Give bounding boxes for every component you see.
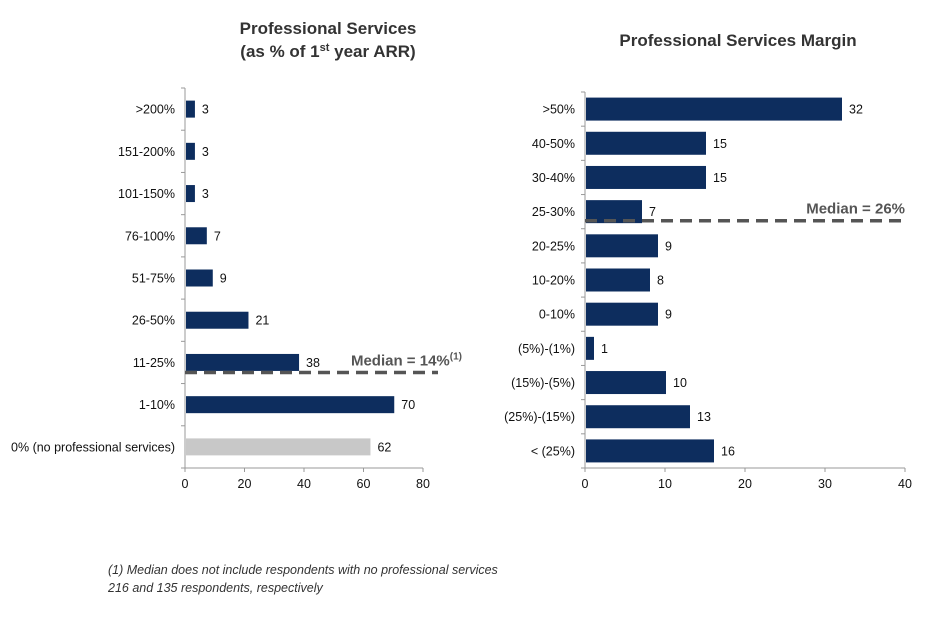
left-category-label: 26-50% [132,314,175,328]
right-bar [586,234,658,258]
left-value-label: 38 [306,356,320,370]
right-category-label: 40-50% [532,137,575,151]
left-bar [186,227,207,245]
right-chart-title: Professional Services Margin [619,31,856,50]
right-value-label: 16 [721,444,735,458]
right-bar [586,97,842,121]
right-bar [586,131,706,155]
left-median-label-text: Median = 14% [351,353,450,370]
right-category-label: 0-10% [539,308,575,322]
left-value-label: 21 [255,314,269,328]
left-value-label: 7 [214,229,221,243]
left-bar [186,311,249,329]
right-bar [586,405,690,429]
left-bar [186,438,371,456]
left-value-label: 70 [401,398,415,412]
left-category-label: 151-200% [118,145,175,159]
left-x-tick-label: 60 [357,477,371,491]
right-value-label: 15 [713,171,727,185]
right-category-label: (15%)-(5%) [511,376,575,390]
right-value-label: 9 [665,308,672,322]
left-x-tick-label: 0 [182,477,189,491]
right-x-tick-label: 10 [658,477,672,491]
left-category-label: 101-150% [118,187,175,201]
right-median-label-text: Median = 26% [806,201,905,218]
right-x-tick-label: 0 [582,477,589,491]
left-bar [186,353,300,371]
left-category-label: 0% (no professional services) [11,440,175,454]
right-value-label: 9 [665,239,672,253]
right-median-label: Median = 26% [806,201,905,218]
right-bar [586,268,650,292]
left-value-label: 3 [202,103,209,117]
right-category-label: 30-40% [532,171,575,185]
footnote-2: 216 and 135 respondents, respectively [108,581,323,595]
footnote-1: (1) Median does not include respondents … [108,563,498,577]
right-value-label: 13 [697,410,711,424]
right-x-tick-label: 40 [898,477,912,491]
right-bar-chart: 0 10 20 30 40 >50% 32 40-50% 15 30-40% 15 25-30% 7 20… [504,91,912,491]
left-median-label-sup: (1) [450,352,462,363]
right-category-label: (25%)-(15%) [504,410,575,424]
right-bar [586,371,666,395]
right-value-label: 15 [713,137,727,151]
left-chart-title-line1: Professional Services [240,19,417,38]
right-category-label: 20-25% [532,239,575,253]
left-category-label: 76-100% [125,229,175,243]
right-category-label: (5%)-(1%) [518,342,575,356]
right-category-label: >50% [543,103,575,117]
right-bar [586,200,642,224]
left-value-label: 3 [202,187,209,201]
left-bar-chart: 0 20 40 60 80 >200% 3 151-200% 3 101-150% 3 76-100%… [11,87,462,491]
right-value-label: 32 [849,103,863,117]
left-value-label: 9 [220,272,227,286]
left-bar [186,100,195,118]
left-category-label: 1-10% [139,398,175,412]
right-value-label: 8 [657,274,664,288]
left-category-label: 11-25% [133,356,175,370]
right-value-label: 1 [601,342,608,356]
left-bar [186,142,195,160]
left-category-label: >200% [136,103,175,117]
right-value-label: 10 [673,376,687,390]
right-bar [586,165,706,189]
right-value-label: 7 [649,205,656,219]
left-category-label: 51-75% [132,272,175,286]
left-value-label: 3 [202,145,209,159]
right-bar [586,336,594,360]
right-bar [586,302,658,326]
left-x-tick-label: 20 [238,477,252,491]
left-bar [186,185,195,203]
right-bar [586,439,714,463]
left-x-tick-label: 40 [297,477,311,491]
right-category-label: 10-20% [532,274,575,288]
right-x-tick-label: 20 [738,477,752,491]
left-median-label: Median = 14%(1) [351,352,462,370]
right-category-label: 25-30% [532,205,575,219]
left-value-label: 62 [377,440,391,454]
right-category-label: < (25%) [531,444,575,458]
left-bar [186,269,213,287]
right-x-tick-label: 30 [818,477,832,491]
left-chart-title-line2: (as % of 1st year ARR) [240,42,415,61]
left-x-tick-label: 80 [416,477,430,491]
left-bar [186,396,395,414]
